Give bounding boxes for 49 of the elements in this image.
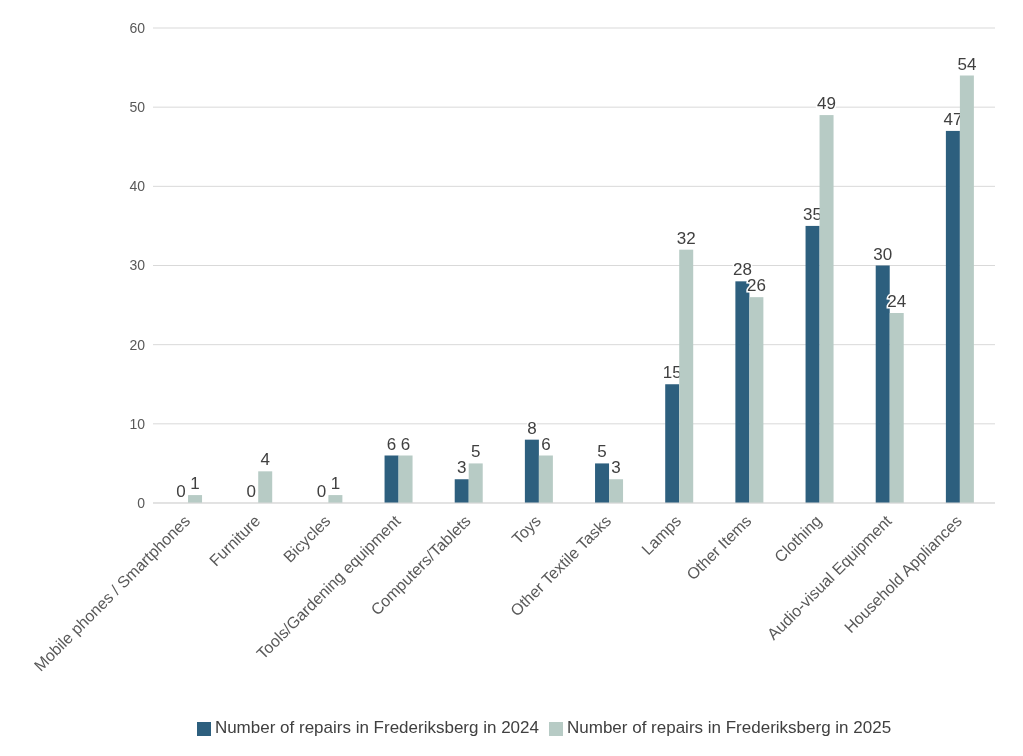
bar (468, 463, 483, 503)
data-label: 28 (732, 260, 752, 280)
y-tick-label: 30 (129, 257, 146, 274)
bar (454, 479, 469, 503)
data-label: 4 (260, 450, 270, 470)
bar (538, 455, 553, 503)
data-label: 15 (662, 363, 682, 383)
x-tick-label: Toys (508, 512, 545, 548)
bar (875, 265, 890, 503)
data-label: 8 (527, 418, 537, 438)
data-label: 54 (957, 54, 977, 74)
bar (749, 297, 764, 503)
data-label: 0 (246, 482, 256, 501)
y-tick-label: 0 (137, 494, 146, 511)
data-label: 6 (386, 434, 397, 454)
data-label: 49 (817, 94, 837, 114)
data-label: 1 (330, 474, 341, 494)
bar (679, 249, 694, 503)
bar (398, 455, 413, 503)
data-label: 3 (456, 458, 467, 478)
bar (805, 225, 820, 503)
y-tick-label: 60 (129, 19, 146, 36)
y-tick-label: 40 (129, 178, 146, 195)
y-tick-label: 50 (129, 99, 146, 116)
bar (889, 313, 904, 503)
bar (524, 439, 539, 503)
bar (959, 75, 974, 503)
bar (258, 471, 273, 503)
bar (609, 479, 624, 503)
legend-label: Number of repairs in Frederiksberg in 2024 (214, 718, 539, 737)
legend-label: Number of repairs in Frederiksberg in 2025 (567, 718, 892, 737)
data-label: 6 (541, 434, 551, 454)
data-label: 30 (873, 244, 893, 264)
data-label: 6 (400, 434, 411, 454)
data-label: 0 (176, 482, 186, 501)
bar (945, 130, 960, 503)
bar (665, 384, 680, 503)
y-tick-label: 10 (129, 415, 146, 432)
bar (595, 463, 610, 503)
bar (735, 281, 750, 503)
bar (819, 115, 834, 503)
data-label: 1 (190, 474, 200, 494)
data-label: 3 (611, 458, 621, 478)
y-tick-label: 20 (129, 336, 146, 353)
bar (384, 455, 399, 503)
data-label: 5 (597, 442, 607, 462)
data-label: 0 (316, 482, 327, 501)
data-label: 5 (470, 442, 481, 462)
data-label: 32 (676, 228, 696, 248)
